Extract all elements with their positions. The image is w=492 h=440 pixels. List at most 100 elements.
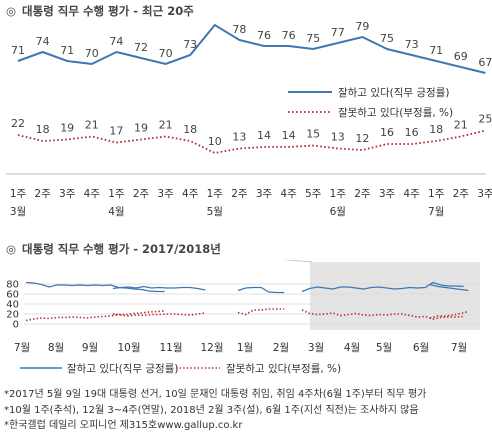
legend-positive-label: 잘하고 있다(직무 긍정률)	[338, 86, 449, 99]
positive-data-label: 71	[11, 44, 25, 57]
negative-data-label: 18	[36, 123, 50, 136]
x-month-label: 6월	[330, 206, 346, 218]
negative-data-label: 13	[331, 131, 345, 144]
x-tick-label: 3주	[256, 188, 273, 200]
history-positive-line	[25, 281, 165, 293]
negative-data-label: 16	[380, 126, 394, 139]
month-label: 7월	[14, 342, 30, 354]
month-label: 9월	[82, 342, 98, 354]
x-tick-label: 3주	[157, 188, 174, 200]
negative-series-line	[17, 129, 486, 154]
positive-data-label: 73	[183, 38, 197, 51]
y-tick-label: 60	[6, 290, 19, 301]
x-tick-label: 5주	[305, 188, 322, 200]
y-tick-label: 80	[6, 280, 19, 291]
month-label: 4월	[344, 342, 360, 354]
negative-data-label: 15	[306, 128, 320, 141]
x-tick-label: 4주	[182, 188, 199, 200]
positive-data-label: 73	[405, 38, 419, 51]
x-tick-label: 1주	[207, 188, 224, 200]
title-mark: ◎	[6, 242, 17, 256]
negative-data-label: 18	[183, 123, 197, 136]
positive-series-line	[17, 23, 486, 74]
positive-data-label: 72	[134, 41, 148, 54]
x-tick-label: 2주	[354, 188, 371, 200]
x-month-label: 4월	[108, 206, 124, 218]
x-month-label: 3월	[10, 206, 26, 218]
y-tick-label: 20	[6, 310, 19, 321]
x-month-label: 5월	[207, 206, 223, 218]
x-tick-label: 3주	[59, 188, 76, 200]
positive-data-label: 76	[282, 29, 296, 42]
positive-data-label: 79	[355, 20, 369, 33]
negative-data-label: 14	[257, 129, 271, 142]
footnote: *10월 1주(추석), 12월 3~4주(연말), 2018년 2월 3주(설…	[4, 404, 419, 416]
history-positive-line	[112, 285, 206, 291]
month-label: 1월	[237, 342, 253, 354]
history-negative-line	[301, 309, 464, 320]
chart2-title: ◎ 대통령 직무 수행 평가 - 2017/2018년	[6, 241, 221, 257]
history-positive-line	[301, 281, 464, 293]
chart1-title: ◎ 대통령 직무 수행 평가 - 최근 20주	[6, 3, 194, 19]
month-label: 2월	[273, 342, 289, 354]
month-label: 10월	[117, 342, 140, 354]
negative-data-label: 21	[454, 119, 468, 132]
x-tick-label: 4주	[280, 188, 297, 200]
negative-data-label: 16	[405, 126, 419, 139]
history-positive-line	[429, 283, 469, 292]
negative-data-label: 18	[429, 123, 443, 136]
y-tick-label: 40	[6, 300, 19, 311]
month-label: 12월	[200, 342, 223, 354]
negative-data-label: 14	[282, 129, 296, 142]
positive-data-label: 78	[232, 23, 246, 36]
history-negative-line	[112, 312, 206, 317]
shaded-recent-period	[310, 262, 480, 330]
history-positive-line	[237, 286, 285, 294]
x-tick-label: 4주	[84, 188, 101, 200]
x-tick-label: 2주	[133, 188, 150, 200]
month-label: 8월	[48, 342, 64, 354]
positive-data-label: 71	[60, 44, 74, 57]
positive-data-label: 75	[306, 32, 320, 45]
chart1-svg: 71 74 71 70 74 72 70 73 83 78 76 76 75 77 79 75 73 71 69 67…	[6, 20, 492, 218]
positive-data-label: 74	[36, 35, 50, 48]
negative-data-label: 19	[60, 122, 74, 135]
footnote: *2017년 5월 9일 19대 대통령 선거, 10일 문재인 대통령 취임,…	[4, 389, 427, 400]
negative-data-label: 22	[11, 117, 25, 130]
x-month-label: 7월	[428, 206, 444, 218]
positive-data-label: 67	[478, 56, 492, 69]
legend-negative-label: 잘못하고 있다(부정률, %)	[226, 362, 341, 375]
chart1-title-text: 대통령 직무 수행 평가 - 최근 20주	[22, 4, 194, 18]
x-tick-label: 1주	[108, 188, 125, 200]
x-tick-label: 2주	[34, 188, 51, 200]
positive-data-label: 75	[380, 32, 394, 45]
history-negative-line	[429, 310, 469, 319]
title-mark: ◎	[6, 4, 17, 18]
zoom-connector-line	[282, 260, 313, 263]
x-tick-label: 4주	[403, 188, 420, 200]
x-tick-label: 1주	[428, 188, 445, 200]
negative-data-label: 13	[232, 131, 246, 144]
month-label: 5월	[376, 342, 392, 354]
negative-data-label: 17	[109, 125, 123, 138]
negative-data-label: 10	[208, 135, 222, 148]
y-tick-label: 0	[13, 320, 19, 331]
month-label: 6월	[413, 342, 429, 354]
month-label: 3월	[308, 342, 324, 354]
x-tick-label: 2주	[231, 188, 248, 200]
footnotes: *2017년 5월 9일 19대 대통령 선거, 10일 문재인 대통령 취임,…	[4, 387, 426, 434]
x-tick-label: 1주	[330, 188, 347, 200]
x-tick-label: 3주	[379, 188, 396, 200]
chart2-title-text: 대통령 직무 수행 평가 - 2017/2018년	[22, 242, 221, 256]
negative-data-label: 12	[355, 132, 369, 145]
month-label: 11월	[159, 342, 182, 354]
history-negative-line	[25, 310, 165, 322]
legend-positive-label: 잘하고 있다(직무 긍정률)	[67, 362, 178, 375]
x-tick-label: 3주	[477, 188, 492, 200]
negative-data-label: 19	[134, 122, 148, 135]
negative-data-label: 21	[159, 119, 173, 132]
positive-data-label: 69	[454, 50, 468, 63]
x-tick-label: 1주	[10, 188, 27, 200]
positive-data-label: 70	[159, 47, 173, 60]
